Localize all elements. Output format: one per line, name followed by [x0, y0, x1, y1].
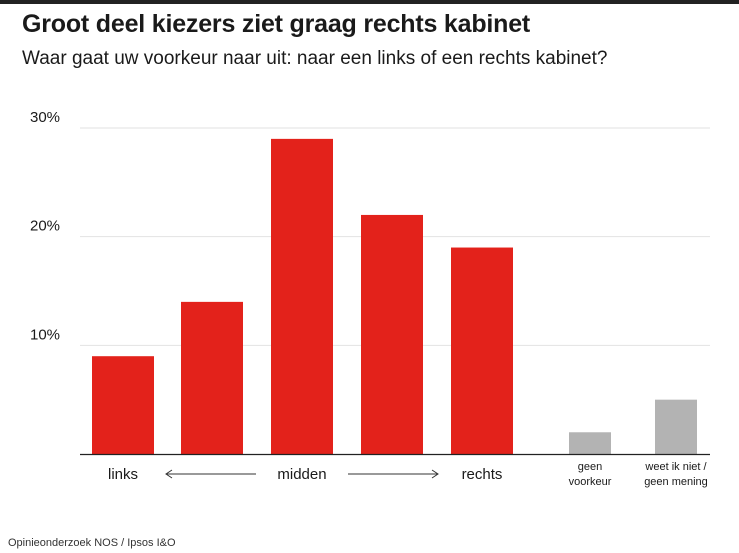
chart-title: Groot deel kiezers ziet graag rechts kab…: [22, 10, 531, 38]
category-label: geen mening: [644, 476, 708, 488]
arrow-right-head: [431, 469, 439, 479]
scale-label-right: rechts: [462, 466, 503, 483]
chart-subtitle: Waar gaat uw voorkeur naar uit: naar een…: [22, 48, 608, 69]
y-tick-label: 20%: [30, 218, 60, 235]
bar: [361, 214, 423, 454]
y-tick-label: 10%: [30, 326, 60, 343]
scale-label-middle: midden: [277, 466, 326, 483]
category-label: weet ik niet /: [644, 461, 707, 473]
arrow-left-head: [165, 469, 173, 479]
bar: [655, 399, 697, 454]
bar: [569, 432, 611, 454]
top-rule: [0, 0, 739, 4]
category-label: voorkeur: [569, 476, 612, 488]
bar: [92, 356, 154, 454]
source-note: Opinieonderzoek NOS / Ipsos I&O: [8, 537, 176, 549]
category-label: geen: [578, 461, 602, 473]
scale-label-left: links: [108, 466, 138, 483]
bar: [451, 247, 513, 454]
bar: [181, 301, 243, 454]
y-tick-label: 30%: [30, 109, 60, 126]
bar: [271, 138, 333, 454]
